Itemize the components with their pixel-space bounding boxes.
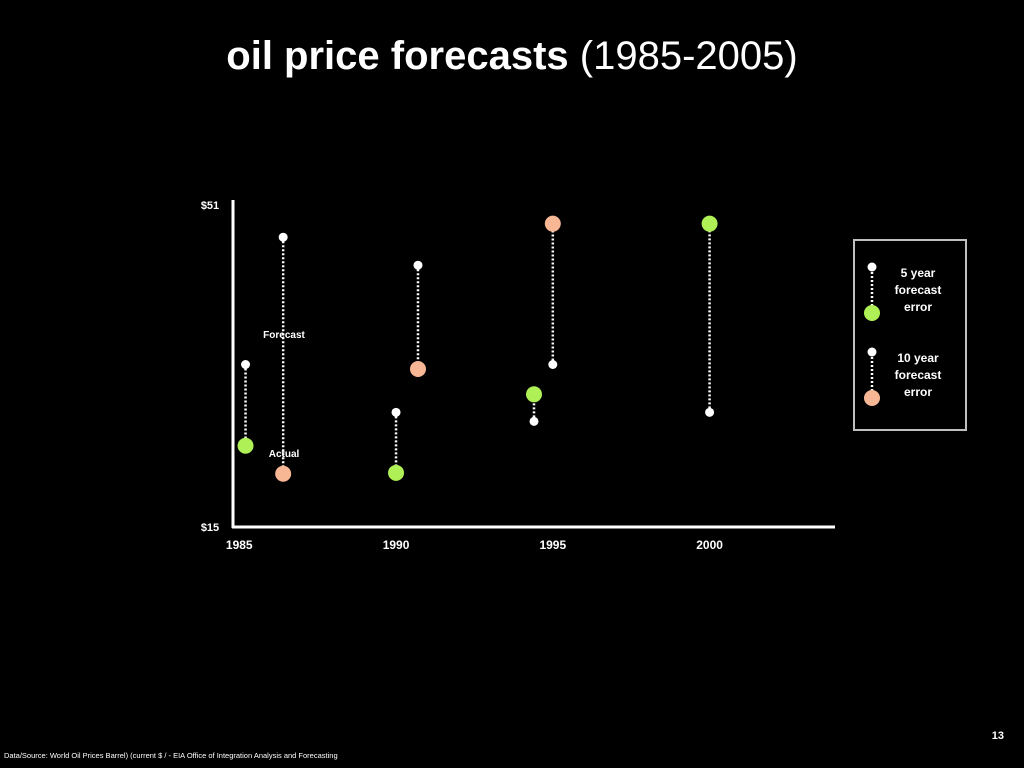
- forecast-point: [241, 360, 251, 369]
- legend-swatches: [864, 262, 880, 406]
- annotation-forecast: Forecast: [263, 330, 305, 341]
- forecast-point: [548, 360, 558, 369]
- legend-five-year-forecast-dot: [867, 262, 877, 272]
- x-tick-label: 1990: [383, 538, 410, 552]
- legend-five-year-actual-dot: [864, 305, 880, 321]
- actual-point-10-year: [275, 465, 292, 482]
- forecast-point: [529, 416, 539, 426]
- legend: 5 year forecast error 10 year forecast e…: [853, 239, 967, 431]
- page-title: oil price forecasts (1985-2005): [0, 28, 1024, 84]
- actual-point-5-year: [237, 437, 254, 454]
- title-main: oil price forecasts: [226, 34, 569, 78]
- legend-ten-year-label: 10 year forecast error: [894, 351, 942, 399]
- title-range: (1985-2005): [579, 34, 798, 78]
- forecast-point: [413, 260, 423, 270]
- actual-point-10-year: [409, 361, 426, 378]
- actual-point-10-year: [544, 215, 561, 232]
- forecast-point: [391, 407, 401, 417]
- legend-five-year-label: 5 year forecast error: [894, 266, 942, 314]
- legend-ten-year-actual-dot: [864, 390, 880, 406]
- y-tick-label-min: $15: [201, 522, 219, 534]
- page-number: 13: [991, 730, 1004, 742]
- actual-point-5-year: [701, 215, 718, 232]
- x-tick-label: 2000: [696, 538, 723, 552]
- x-tick-label: 1985: [226, 538, 253, 552]
- x-tick-label: 1995: [539, 538, 566, 552]
- annotation-actual: Actual: [269, 449, 300, 460]
- legend-ten-year-forecast-dot: [867, 347, 877, 357]
- forecast-point: [278, 232, 288, 242]
- y-tick-label-max: $51: [201, 200, 219, 212]
- forecast-point: [705, 407, 715, 417]
- actual-point-5-year: [388, 464, 405, 481]
- actual-point-5-year: [526, 386, 542, 403]
- source-footnote: Data/Source: World Oil Prices Barrel) (c…: [4, 751, 338, 760]
